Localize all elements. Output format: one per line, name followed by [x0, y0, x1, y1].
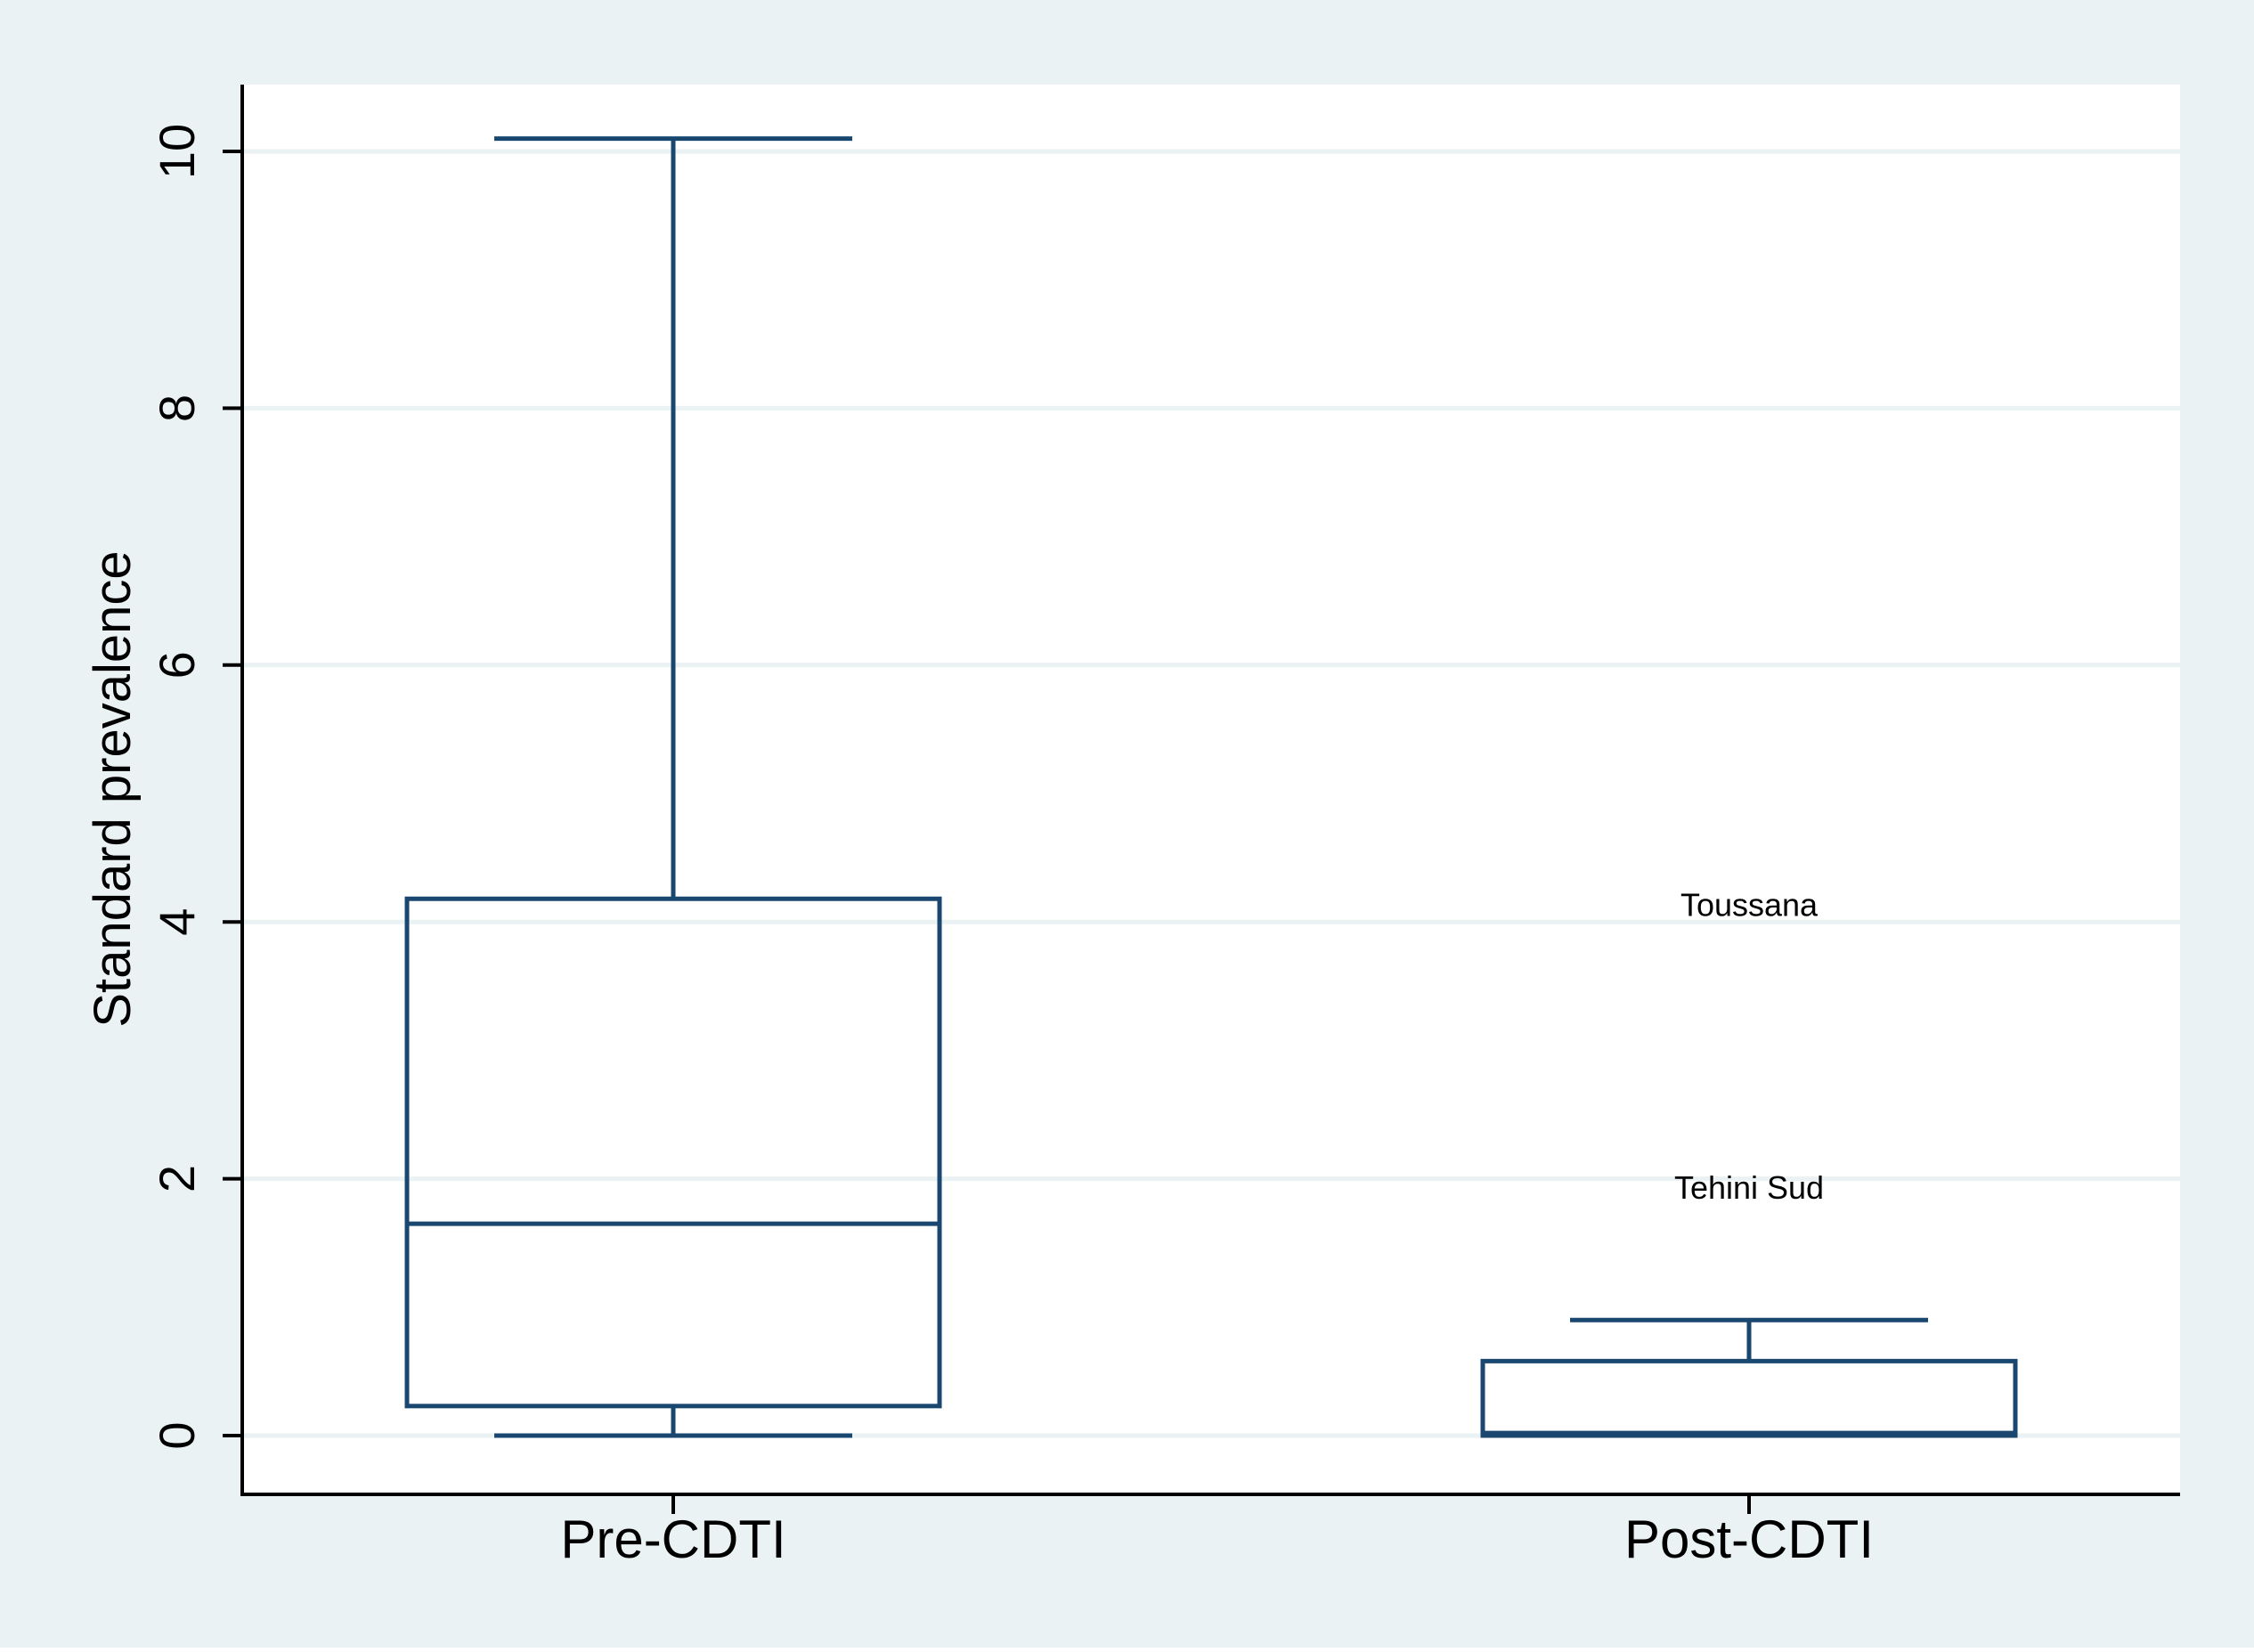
iqr-box [1480, 1358, 2018, 1438]
y-tick-label: 10 [149, 124, 205, 179]
y-tick-label: 0 [149, 1421, 205, 1449]
y-tick-label: 6 [149, 651, 205, 679]
boxes [404, 136, 2018, 1438]
x-axis-ticks: Pre-CDTI Post-CDTI [560, 1494, 1874, 1569]
x-tick-label: Pre-CDTI [560, 1510, 785, 1569]
y-tick-label: 4 [149, 908, 205, 936]
y-axis-title: Standard prevalence [84, 550, 142, 1027]
outlier-label: Tehini Sud [1674, 1169, 1824, 1206]
y-axis-ticks: 0 2 4 6 8 10 [149, 124, 242, 1450]
iqr-box [404, 896, 942, 1409]
outlier-label: Toussana [1680, 887, 1819, 924]
y-tick-label: 8 [149, 395, 205, 422]
plot-area-background [242, 85, 2180, 1494]
x-tick-label: Post-CDTI [1624, 1510, 1874, 1569]
outlier-labels: Toussana Tehini Sud [1674, 887, 1824, 1206]
y-tick-label: 2 [149, 1165, 205, 1192]
